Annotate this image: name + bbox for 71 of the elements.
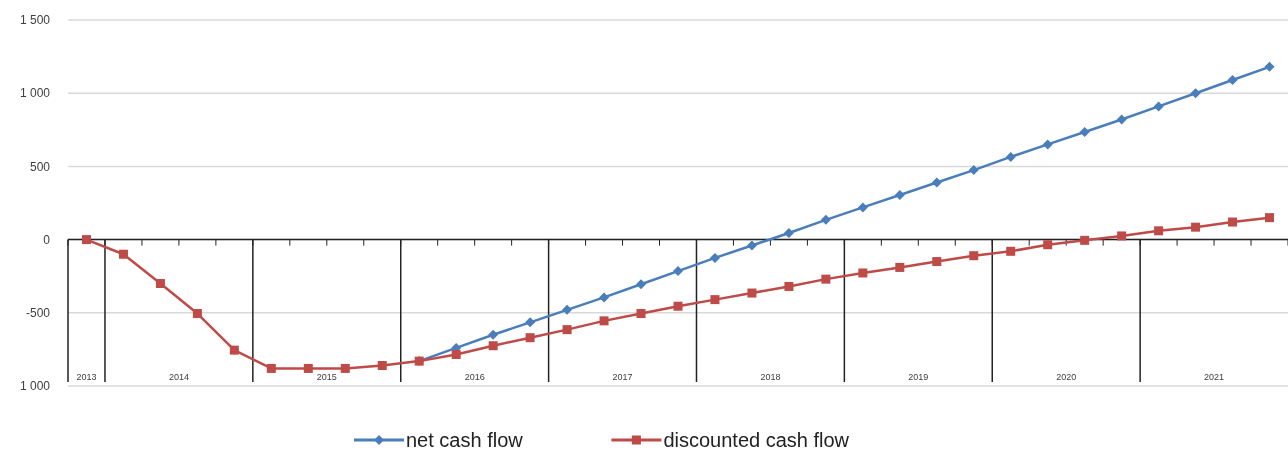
point	[1264, 61, 1275, 72]
point	[858, 268, 868, 278]
point	[155, 279, 165, 289]
y-tick-label: 1 000	[19, 379, 51, 394]
point	[932, 257, 942, 267]
point	[377, 361, 387, 370]
legend-label: discounted cash flow	[663, 429, 850, 451]
legend-label: net cash flow	[406, 429, 524, 451]
point	[562, 304, 573, 315]
point	[266, 363, 276, 373]
annotation: 2015	[316, 372, 337, 382]
point	[562, 325, 572, 335]
point	[451, 350, 461, 360]
point	[229, 345, 239, 355]
point	[488, 341, 498, 351]
point	[1228, 217, 1238, 227]
point	[969, 251, 979, 261]
point	[1190, 88, 1201, 99]
point	[895, 262, 905, 272]
point	[599, 316, 609, 326]
point	[1043, 240, 1053, 250]
point	[821, 274, 831, 284]
point	[1116, 114, 1127, 125]
point	[599, 292, 610, 303]
point	[894, 189, 905, 200]
y-tick-label: 1 500	[19, 13, 51, 28]
point	[636, 279, 647, 290]
point	[784, 281, 794, 291]
annotation: 2020	[1056, 372, 1077, 382]
point	[488, 329, 499, 340]
point	[673, 301, 683, 311]
point	[192, 309, 202, 319]
y-tick-label: 1 000	[19, 86, 51, 101]
point	[1080, 235, 1090, 245]
point	[783, 228, 794, 239]
point	[1227, 75, 1238, 86]
point	[746, 240, 757, 251]
annotation: 2018	[760, 372, 781, 382]
point	[81, 235, 91, 245]
point	[118, 249, 128, 259]
point	[525, 317, 536, 328]
point	[820, 214, 831, 225]
point	[1117, 231, 1127, 241]
point	[931, 177, 942, 188]
point	[1042, 139, 1053, 150]
point	[1006, 246, 1016, 256]
point	[857, 202, 868, 213]
annotation: 2016	[464, 372, 485, 382]
point	[636, 309, 646, 319]
point	[340, 363, 350, 373]
point	[1079, 127, 1090, 137]
point	[968, 165, 979, 176]
point	[673, 266, 683, 277]
y-tick-label: -500	[25, 306, 51, 320]
y-tick-label: 0	[43, 232, 51, 247]
annotation: 2019	[908, 372, 929, 382]
annotation: 2013	[76, 372, 97, 382]
point	[1265, 213, 1275, 223]
annotation: 2021	[1204, 372, 1225, 382]
point	[303, 363, 313, 373]
point	[1154, 226, 1164, 236]
point	[1153, 101, 1164, 112]
annotation: 2014	[168, 372, 189, 382]
point	[747, 288, 757, 298]
point	[709, 252, 720, 263]
point	[525, 333, 535, 343]
annotation: 2017	[612, 372, 633, 382]
point	[1191, 222, 1201, 232]
point	[1005, 151, 1016, 162]
point	[710, 295, 720, 305]
y-tick-label: 500	[29, 159, 51, 174]
